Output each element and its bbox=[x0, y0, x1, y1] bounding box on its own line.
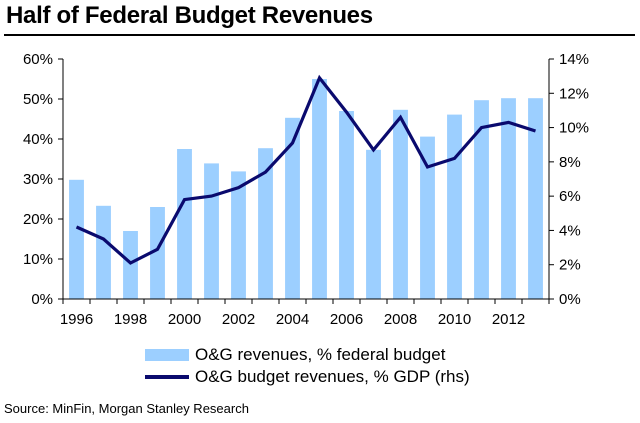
right-tick-label: 10% bbox=[559, 120, 589, 137]
right-tick-label: 14% bbox=[559, 51, 589, 68]
bar-2013 bbox=[528, 98, 543, 299]
x-tick-label-1996: 1996 bbox=[60, 311, 93, 328]
x-tick-label-2000: 2000 bbox=[168, 311, 201, 328]
bar-1996 bbox=[69, 179, 84, 299]
x-tick-label-2008: 2008 bbox=[384, 311, 417, 328]
left-tick-label: 20% bbox=[23, 211, 53, 228]
bar-2012 bbox=[501, 98, 516, 299]
source-note: Source: MinFin, Morgan Stanley Research bbox=[4, 401, 249, 416]
right-tick-label: 2% bbox=[559, 257, 581, 274]
bar-2008 bbox=[393, 109, 408, 299]
bar-2000 bbox=[177, 149, 192, 299]
bar-1999 bbox=[150, 207, 165, 299]
x-tick-label-2012: 2012 bbox=[492, 311, 525, 328]
left-tick-label: 0% bbox=[31, 291, 53, 308]
bar-2005 bbox=[312, 79, 327, 299]
chart-title: Half of Federal Budget Revenues bbox=[6, 2, 373, 29]
legend-label-bars: O&G revenues, % federal budget bbox=[195, 345, 446, 364]
bar-2010 bbox=[447, 114, 462, 299]
bar-2003 bbox=[258, 148, 273, 299]
bar-2007 bbox=[366, 149, 381, 299]
right-tick-label: 8% bbox=[559, 154, 581, 171]
legend-swatch-line bbox=[145, 375, 189, 379]
left-tick-label: 10% bbox=[23, 251, 53, 268]
right-tick-label: 4% bbox=[559, 222, 581, 239]
x-tick-label-2006: 2006 bbox=[330, 311, 363, 328]
bar-2001 bbox=[204, 163, 219, 299]
x-tick-label-2002: 2002 bbox=[222, 311, 255, 328]
legend-label-line: O&G budget revenues, % GDP (rhs) bbox=[195, 367, 470, 386]
bar-1997 bbox=[96, 205, 111, 299]
left-tick-label: 60% bbox=[23, 51, 53, 68]
bar-2009 bbox=[420, 136, 435, 299]
left-tick-label: 40% bbox=[23, 131, 53, 148]
right-tick-label: 0% bbox=[559, 291, 581, 308]
x-tick-label-2010: 2010 bbox=[438, 311, 471, 328]
bar-2011 bbox=[474, 100, 489, 299]
bar-2006 bbox=[339, 111, 354, 299]
left-tick-label: 50% bbox=[23, 91, 53, 108]
legend-swatch-bar bbox=[145, 349, 189, 361]
right-tick-label: 12% bbox=[559, 85, 589, 102]
right-tick-label: 6% bbox=[559, 188, 581, 205]
bar-2002 bbox=[231, 171, 246, 299]
x-tick-label-1998: 1998 bbox=[114, 311, 147, 328]
title-rule bbox=[4, 34, 635, 36]
bar-2004 bbox=[285, 117, 300, 299]
left-tick-label: 30% bbox=[23, 171, 53, 188]
series-line-gdp bbox=[75, 74, 536, 265]
bar-1998 bbox=[123, 231, 138, 299]
x-tick-label-2004: 2004 bbox=[276, 311, 309, 328]
